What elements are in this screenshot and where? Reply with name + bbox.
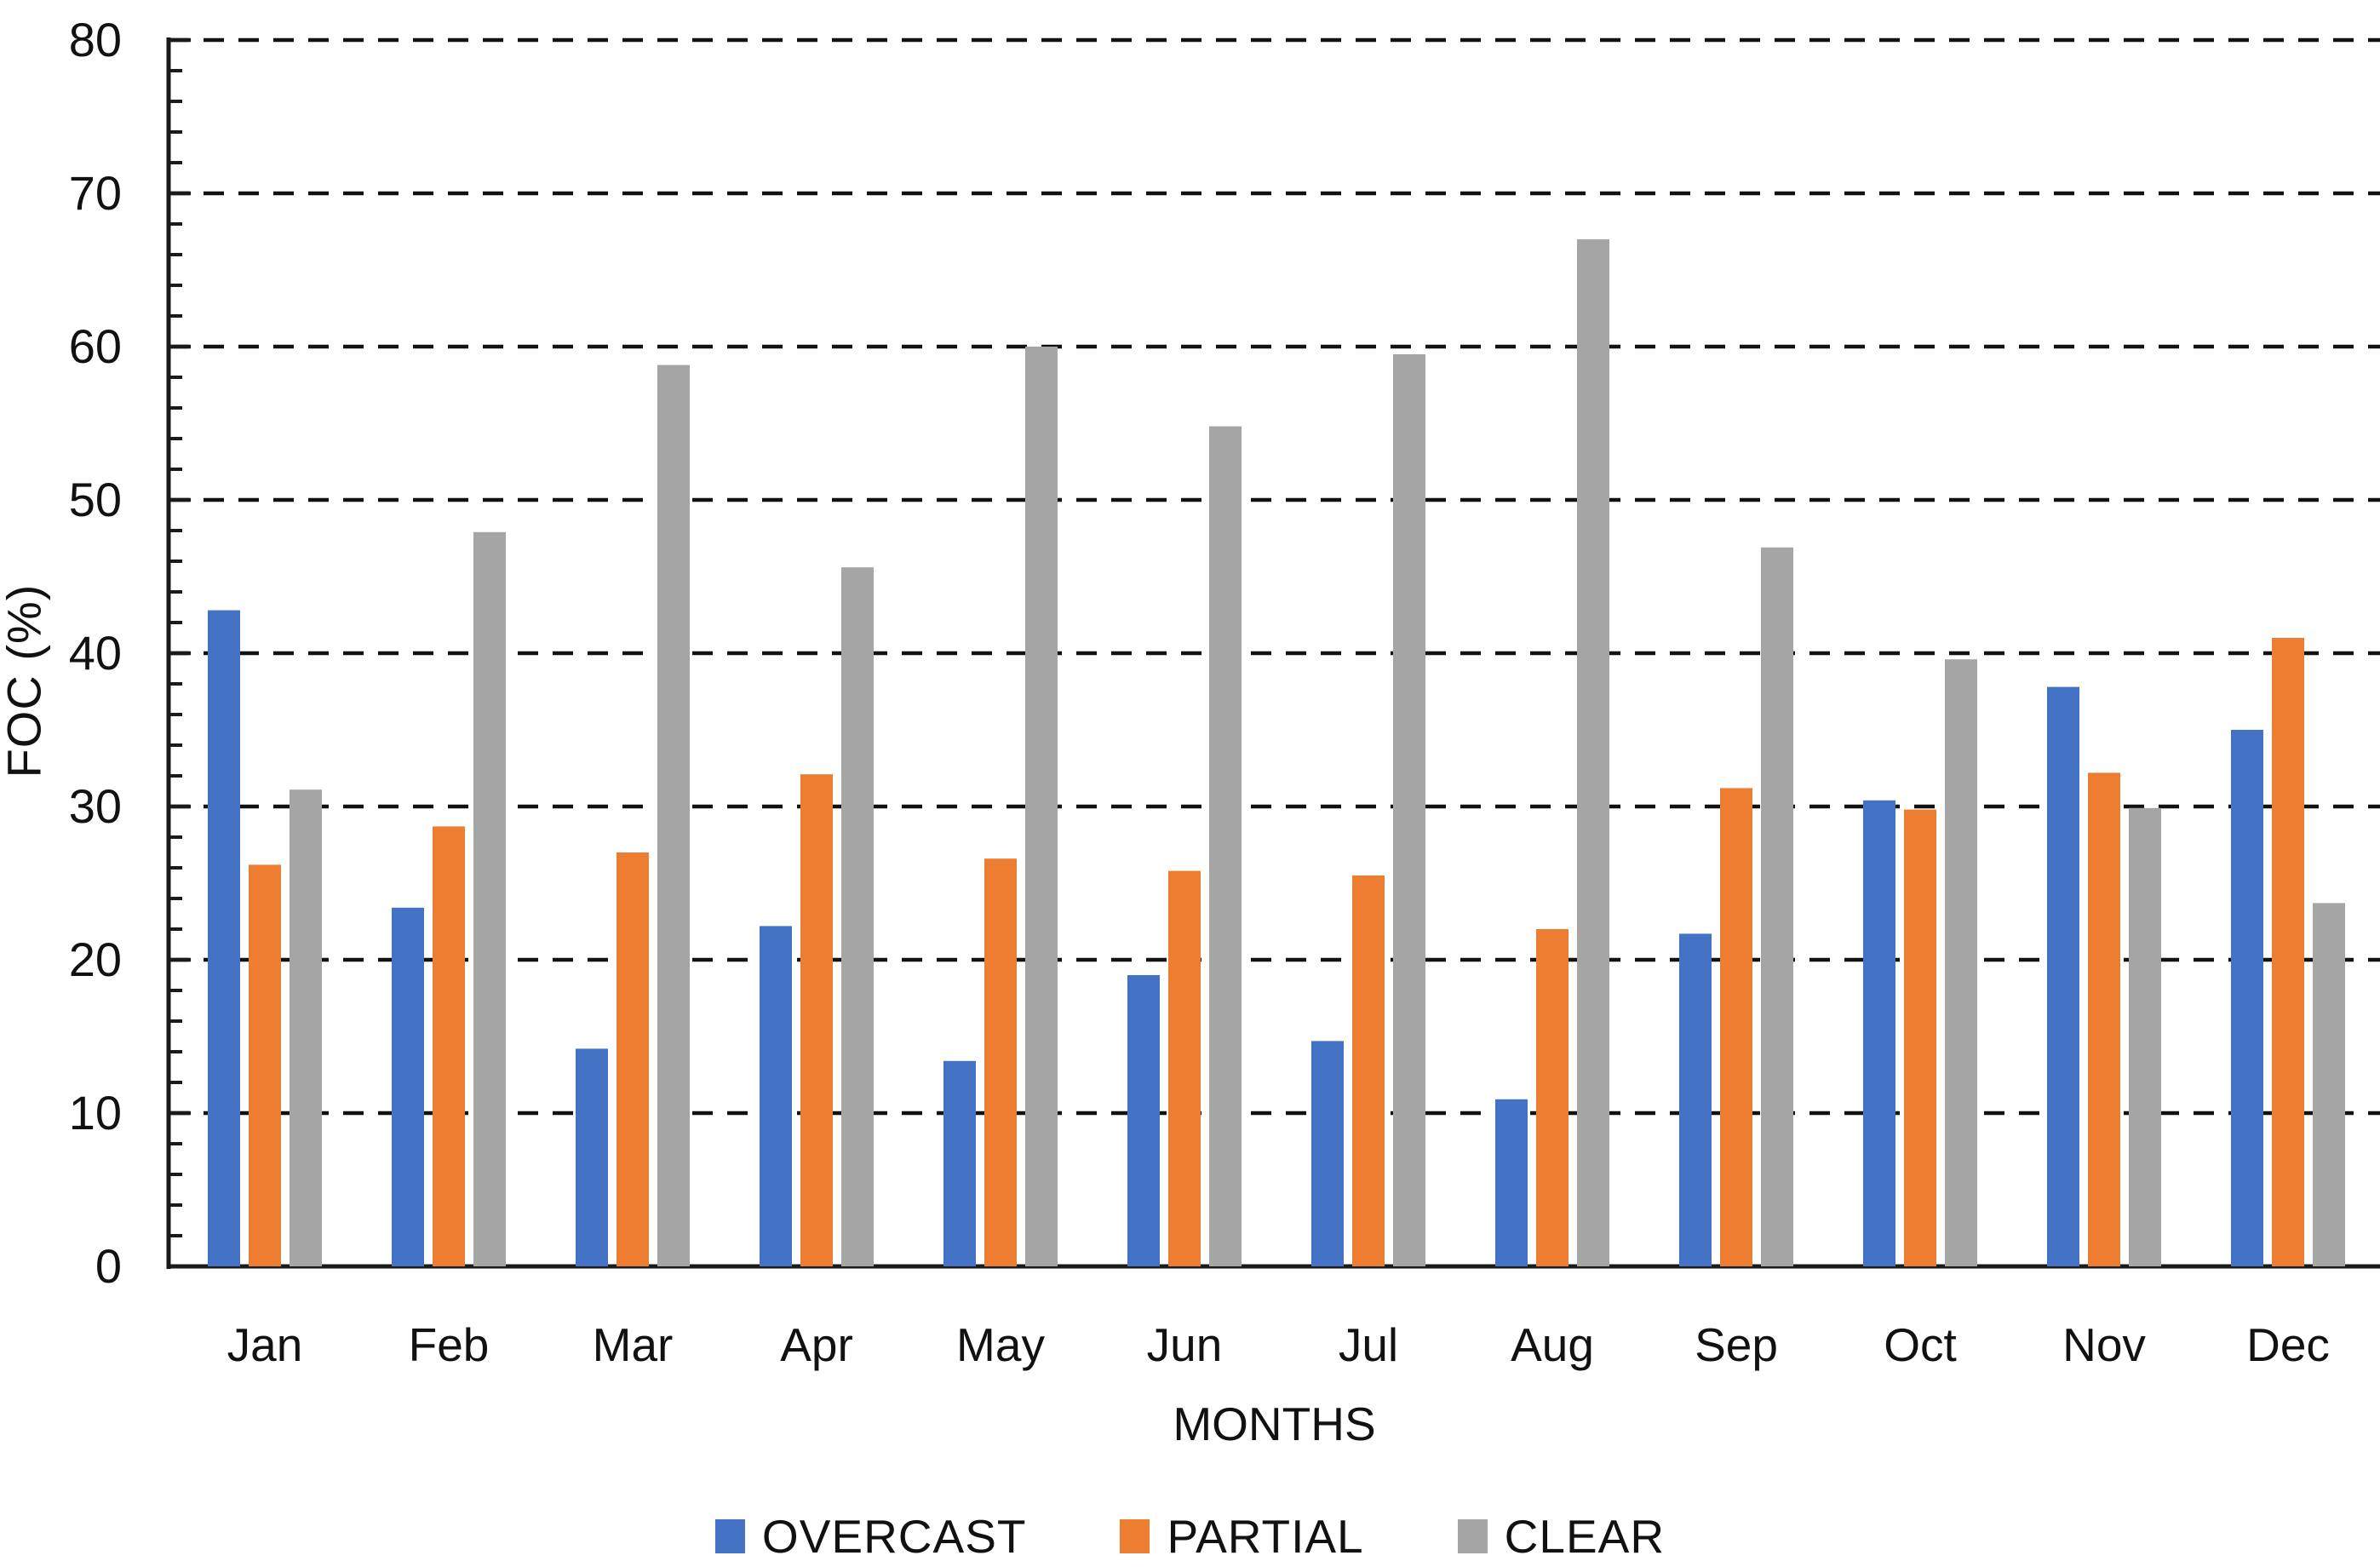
bar-dec-clear (2313, 903, 2345, 1266)
bar-aug-overcast (1495, 1099, 1528, 1266)
legend-label-overcast: OVERCAST (761, 1510, 1027, 1563)
bar-jan-clear (290, 789, 322, 1266)
bar-aug-partial (1536, 929, 1569, 1266)
chart-legend: OVERCAST PARTIAL CLEAR (0, 1509, 2380, 1564)
y-axis-tick-label-60: 60 (69, 319, 122, 373)
x-axis-tick-label-jun: Jun (1147, 1318, 1223, 1371)
y-axis-title: FOC (%) (0, 583, 51, 778)
x-axis-tick-label-sep: Sep (1695, 1318, 1778, 1371)
x-axis-tick-label-aug: Aug (1511, 1318, 1594, 1371)
bar-apr-overcast (760, 926, 792, 1266)
bar-nov-overcast (2047, 686, 2079, 1266)
bar-mar-partial (617, 852, 649, 1266)
x-axis-tick-label-dec: Dec (2246, 1318, 2330, 1371)
legend-label-clear: CLEAR (1504, 1510, 1666, 1563)
legend-item-partial: PARTIAL (1120, 1509, 1363, 1564)
overcast-series-swatch-icon (714, 1519, 745, 1553)
bar-jul-partial (1352, 875, 1385, 1266)
bar-mar-overcast (576, 1048, 608, 1266)
bar-may-clear (1025, 347, 1058, 1266)
clear-series-swatch-icon (1457, 1519, 1488, 1553)
bar-nov-partial (2088, 772, 2120, 1266)
bar-jul-clear (1393, 354, 1425, 1266)
bar-oct-partial (1904, 809, 1936, 1266)
bar-jan-partial (249, 864, 281, 1266)
y-axis-tick-label-70: 70 (69, 166, 122, 220)
x-axis-tick-label-jul: Jul (1339, 1318, 1398, 1371)
bar-sep-clear (1761, 547, 1793, 1266)
x-axis-tick-label-mar: Mar (593, 1318, 674, 1371)
bar-may-partial (984, 858, 1017, 1266)
bar-jun-partial (1168, 870, 1201, 1266)
x-axis-tick-label-feb: Feb (409, 1318, 490, 1371)
y-axis-tick-label-40: 40 (69, 626, 122, 680)
bar-dec-overcast (2231, 730, 2263, 1266)
y-axis-tick-label-20: 20 (69, 933, 122, 986)
bar-feb-overcast (392, 907, 424, 1266)
bar-feb-partial (433, 826, 465, 1266)
partial-series-swatch-icon (1120, 1519, 1150, 1553)
bar-feb-clear (473, 531, 506, 1266)
bar-oct-overcast (1863, 800, 1895, 1266)
bar-may-overcast (943, 1060, 976, 1266)
x-axis-tick-label-apr: Apr (780, 1318, 853, 1371)
x-axis-tick-label-nov: Nov (2062, 1318, 2146, 1371)
legend-item-clear: CLEAR (1457, 1509, 1666, 1564)
x-axis-tick-label-may: May (956, 1318, 1045, 1371)
x-axis-tick-label-oct: Oct (1884, 1318, 1957, 1371)
x-axis-tick-label-jan: Jan (227, 1318, 303, 1371)
y-axis-tick-label-0: 0 (95, 1239, 122, 1293)
bar-mar-clear (657, 364, 690, 1267)
bar-jan-overcast (208, 610, 240, 1266)
bar-aug-clear (1577, 239, 1609, 1266)
bar-sep-partial (1720, 788, 1752, 1266)
bar-jun-clear (1209, 426, 1242, 1267)
bar-sep-overcast (1679, 933, 1712, 1266)
bar-apr-clear (841, 567, 874, 1266)
legend-label-partial: PARTIAL (1167, 1510, 1364, 1563)
bar-jun-overcast (1127, 975, 1160, 1266)
y-axis-tick-label-50: 50 (69, 473, 122, 526)
y-axis-tick-label-80: 80 (69, 13, 122, 66)
bar-dec-partial (2272, 638, 2304, 1266)
x-axis-title: MONTHS (1173, 1398, 1376, 1450)
legend-item-overcast: OVERCAST (714, 1509, 1027, 1564)
y-axis-tick-label-10: 10 (69, 1086, 122, 1139)
y-axis-tick-label-30: 30 (69, 779, 122, 833)
bar-oct-clear (1945, 659, 1977, 1266)
bar-nov-clear (2129, 807, 2161, 1266)
bar-apr-partial (800, 774, 833, 1266)
bar-jul-overcast (1311, 1041, 1344, 1266)
